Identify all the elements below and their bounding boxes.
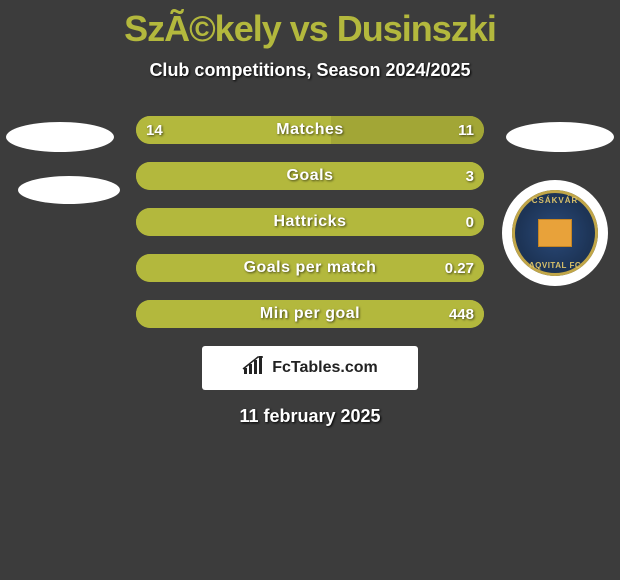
page-subtitle: Club competitions, Season 2024/2025	[0, 60, 620, 81]
brand-chart-icon	[242, 356, 266, 381]
club-badge-bottom-text: AQVITAL FC	[529, 261, 581, 270]
stat-bar-label: Goals per match	[136, 254, 484, 282]
date-text: 11 february 2025	[0, 406, 620, 427]
stat-bar: Goals per match0.27	[136, 254, 484, 282]
stat-bar: Matches14 11	[136, 116, 484, 144]
brand-text: FcTables.com	[272, 359, 378, 377]
decorative-ellipse-right	[506, 122, 614, 152]
club-badge-top-text: CSÁKVÁR	[532, 196, 579, 205]
stat-bar-label: Min per goal	[136, 300, 484, 328]
stat-bar-value-right: 448	[449, 300, 474, 328]
comparison-bars: Matches14 11 Goals3 Hattricks0 Goals per mat…	[136, 116, 484, 328]
club-badge: CSÁKVÁR AQVITAL FC	[502, 180, 608, 286]
brand-box[interactable]: FcTables.com	[202, 346, 418, 390]
decorative-ellipse-left-2	[18, 176, 120, 204]
stat-bar-value-right: 0	[466, 208, 474, 236]
stat-bar-label: Matches	[136, 116, 484, 144]
page-title: SzÃ©kely vs Dusinszki	[0, 8, 620, 50]
stat-bar-value-right: 3	[466, 162, 474, 190]
stat-bar: Min per goal448	[136, 300, 484, 328]
stat-bar: Hattricks0	[136, 208, 484, 236]
stat-bar-value-right: 0.27	[445, 254, 474, 282]
club-badge-inner: CSÁKVÁR AQVITAL FC	[512, 190, 598, 276]
stat-bar-label: Hattricks	[136, 208, 484, 236]
stat-bar-value-left: 14	[146, 116, 163, 144]
decorative-ellipse-left-1	[6, 122, 114, 152]
stat-bar-value-right: 11	[458, 116, 474, 144]
stat-bar: Goals3	[136, 162, 484, 190]
stat-bar-label: Goals	[136, 162, 484, 190]
club-badge-building-icon	[538, 219, 572, 247]
